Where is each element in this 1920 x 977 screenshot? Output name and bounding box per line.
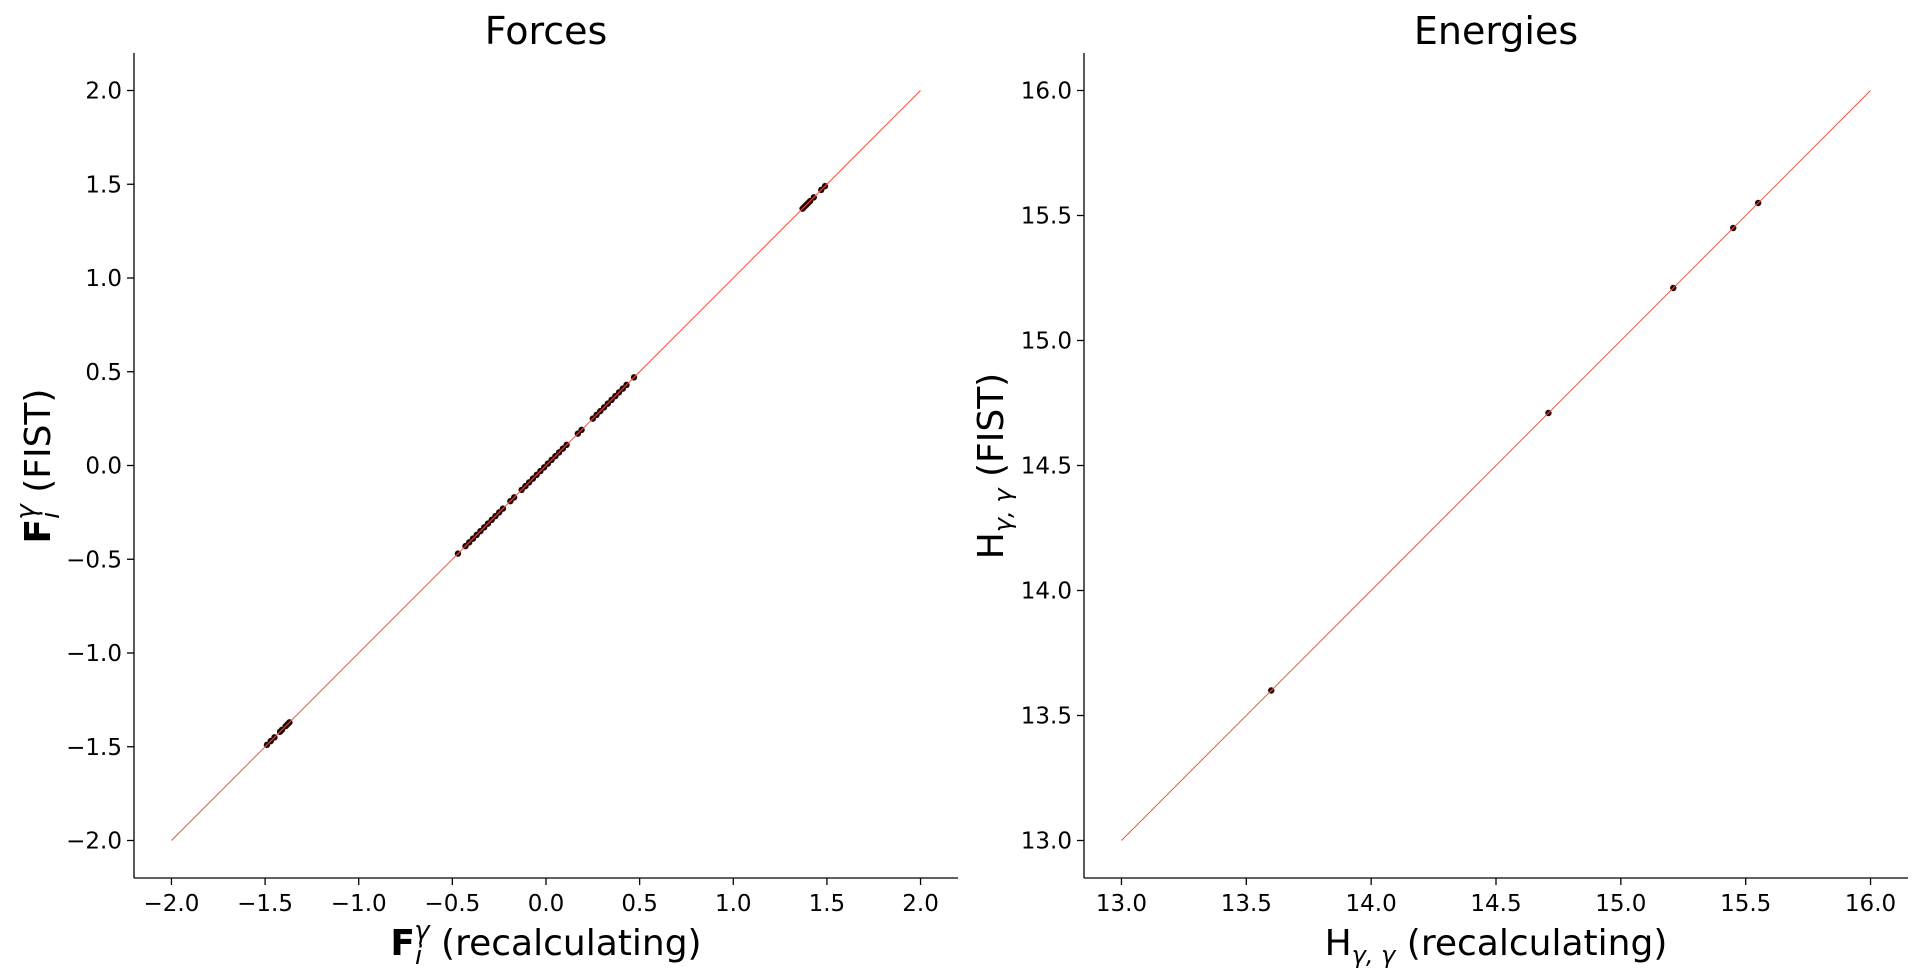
forces-x-tick-label: 1.5 (809, 891, 846, 917)
energies-ylabel-main: H (971, 532, 1012, 559)
forces-y-axis-label: Fiγ (FIST) (11, 389, 66, 544)
forces-y-tick-label: 1.5 (85, 172, 122, 198)
energies-y-tick-label: 14.5 (1021, 454, 1072, 480)
forces-x-tick-label: 2.0 (902, 891, 939, 917)
energies-xlabel-main: H (1325, 923, 1352, 964)
energies-x-tick-label: 15.0 (1595, 891, 1646, 917)
energies-x-tick-label: 13.5 (1221, 891, 1272, 917)
forces-x-tick-label: −1.0 (331, 891, 387, 917)
forces-x-tick-label: 0.5 (621, 891, 658, 917)
forces-xlabel-sub: i (415, 941, 423, 971)
forces-ylabel-main: F (18, 519, 59, 544)
energies-y-tick-label: 14.0 (1021, 579, 1072, 605)
forces-x-tick-label: −0.5 (424, 891, 480, 917)
energies-x-tick-label: 14.0 (1346, 891, 1397, 917)
forces-y-tick-label: −1.0 (66, 641, 122, 667)
forces-y-tick-label: 0.5 (85, 360, 122, 386)
forces-ylabel-sub: i (36, 511, 66, 519)
energies-y-tick-label: 15.0 (1021, 329, 1072, 355)
forces-title: Forces (485, 9, 608, 53)
forces-reference-line (171, 90, 921, 841)
forces-y-tick-label: 1.0 (85, 266, 122, 292)
energies-title: Energies (1414, 9, 1578, 53)
energies-reference-line (1121, 90, 1871, 841)
energies-y-ticks: 13.0 13.5 14.0 14.5 15.0 15.5 16.0 (1021, 79, 1084, 855)
energies-x-axis-label: Hγ, γ (recalculating) (1325, 923, 1668, 969)
energies-x-tick-label: 16.0 (1845, 891, 1896, 917)
forces-panel: Forces −2.0 −1.5 −1.0 −0.5 0.0 0.5 1.0 1.5 2.0 −… (11, 9, 958, 971)
energies-xlabel-sub: γ, γ (1352, 941, 1397, 969)
energies-x-tick-label: 15.5 (1720, 891, 1771, 917)
forces-x-tick-label: 0.0 (528, 891, 565, 917)
forces-x-tick-label: −2.0 (144, 891, 200, 917)
forces-ylabel-suffix: (FIST) (18, 389, 59, 505)
energies-y-axis-label: Hγ, γ (FIST) (971, 373, 1017, 559)
forces-x-tick-label: 1.0 (715, 891, 752, 917)
forces-xlabel-sup: γ (414, 916, 431, 946)
energies-y-tick-label: 15.5 (1021, 204, 1072, 230)
forces-x-tick-label: −1.5 (237, 891, 293, 917)
forces-x-ticks: −2.0 −1.5 −1.0 −0.5 0.0 0.5 1.0 1.5 2.0 (144, 878, 939, 917)
forces-y-tick-label: −0.5 (66, 547, 122, 573)
forces-ylabel-sup: γ (11, 503, 41, 520)
energies-y-tick-label: 13.5 (1021, 704, 1072, 730)
energies-xlabel-suffix: (recalculating) (1395, 923, 1667, 964)
forces-xlabel-main: F (390, 923, 415, 964)
energies-ylabel-sub: γ, γ (989, 487, 1017, 532)
energies-x-ticks: 13.0 13.5 14.0 14.5 15.0 15.5 16.0 (1096, 878, 1896, 917)
energies-panel: Energies 13.0 13.5 14.0 14.5 15.0 15.5 16.0 13… (971, 9, 1908, 969)
forces-y-ticks: −2.0 −1.5 −1.0 −0.5 0.0 0.5 1.0 1.5 2.0 (66, 79, 134, 855)
forces-y-tick-label: −2.0 (66, 829, 122, 855)
forces-xlabel-suffix: (recalculating) (430, 923, 702, 964)
forces-y-tick-label: −1.5 (66, 735, 122, 761)
energies-y-tick-label: 13.0 (1021, 829, 1072, 855)
energies-y-tick-label: 16.0 (1021, 79, 1072, 105)
energies-x-tick-label: 13.0 (1096, 891, 1147, 917)
forces-y-tick-label: 0.0 (85, 454, 122, 480)
forces-x-axis-label: Fiγ (recalculating) (390, 916, 701, 971)
forces-y-tick-label: 2.0 (85, 79, 122, 105)
energies-x-tick-label: 14.5 (1470, 891, 1521, 917)
energies-ylabel-suffix: (FIST) (971, 373, 1012, 489)
